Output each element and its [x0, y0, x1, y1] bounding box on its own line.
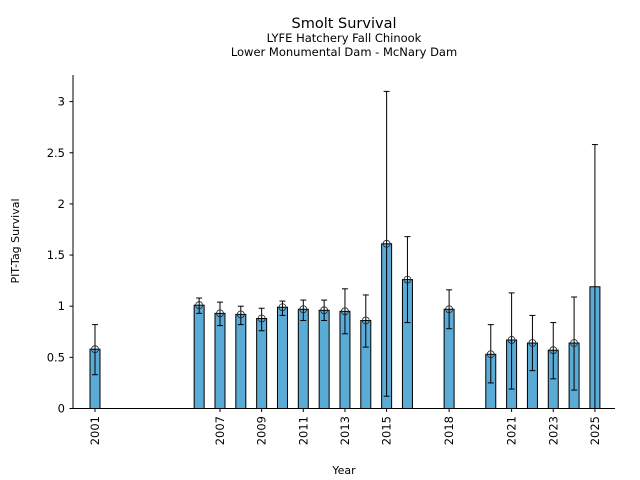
point-marker-2021: [507, 336, 516, 344]
error-bar-2022: [528, 314, 537, 372]
point-marker-2006: [195, 301, 204, 310]
error-bar-2011: [299, 299, 308, 322]
y-tick-label: 2: [58, 197, 65, 211]
chart-title: Smolt Survival: [292, 16, 397, 32]
point-marker-2001: [91, 345, 99, 354]
x-axis-label: Year: [331, 464, 356, 477]
y-tick-label: 2.5: [47, 146, 65, 160]
error-bar-2006: [195, 297, 204, 314]
error-bar-2013: [341, 288, 349, 335]
point-marker-2023: [549, 346, 558, 355]
point-marker-2016: [403, 275, 412, 284]
error-bar-2007: [216, 301, 224, 327]
x-tick-label: 2021: [505, 416, 519, 445]
point-marker-2013: [341, 307, 349, 316]
error-bar-2021: [507, 292, 516, 390]
y-tick-label: 1: [58, 299, 65, 313]
point-marker-2012: [320, 306, 329, 315]
bar-2011: [297, 308, 309, 410]
bar-2012: [318, 309, 330, 409]
x-tick-label: 2015: [380, 416, 394, 445]
point-marker-2018: [445, 305, 454, 314]
x-tick-label: 2013: [338, 416, 352, 445]
x-tick-label: 2009: [255, 416, 269, 445]
error-bar-2008: [236, 305, 245, 326]
error-bars-group: [91, 90, 598, 409]
y-tick-label: 0.5: [47, 350, 65, 364]
point-marker-2010: [278, 303, 287, 312]
chart-subtitle-1: LYFE Hatchery Fall Chinook: [267, 31, 422, 45]
error-bar-2012: [320, 299, 329, 322]
bar-2008: [235, 313, 247, 409]
point-marker-2022: [528, 339, 537, 347]
error-bar-2024: [570, 296, 578, 391]
error-bar-2014: [361, 294, 370, 348]
point-marker-2007: [216, 309, 224, 318]
chart-subtitle-2: Lower Monumental Dam - McNary Dam: [231, 45, 457, 59]
error-bar-2023: [549, 322, 558, 380]
error-bar-2015: [382, 90, 391, 397]
y-ticks-group: 0 0.5 1 1.5 2 2.5 3: [47, 95, 73, 416]
x-tick-label: 2018: [442, 416, 456, 445]
x-tick-label: 2007: [213, 416, 227, 445]
x-tick-label: 2025: [588, 416, 602, 445]
y-tick-label: 0: [58, 402, 65, 416]
x-tick-label: 2001: [88, 416, 102, 445]
x-tick-label: 2023: [546, 416, 560, 445]
error-bar-2010: [278, 300, 287, 316]
y-tick-label: 1.5: [47, 248, 65, 262]
bar-2007: [214, 312, 226, 409]
point-marker-2015: [382, 239, 391, 248]
error-bar-2020: [486, 324, 495, 384]
error-bar-2018: [445, 289, 454, 330]
point-marker-2011: [299, 305, 308, 314]
point-marker-2009: [257, 314, 266, 323]
point-marker-2008: [236, 310, 245, 319]
point-marker-2024: [570, 339, 578, 347]
error-bar-2009: [257, 307, 266, 332]
error-bar-2016: [403, 236, 412, 324]
x-tick-label: 2011: [296, 416, 310, 445]
x-ticks-group: 2001 2007 2009 2011 2013 2015 2018 2021 2023 2025: [88, 408, 602, 445]
error-bar-2001: [91, 324, 99, 376]
y-tick-label: 3: [58, 95, 65, 109]
bar-2006: [193, 304, 205, 409]
y-axis-label: PIT-Tag Survival: [9, 198, 22, 283]
point-marker-2014: [361, 316, 370, 325]
bar-2009: [256, 317, 268, 410]
bar-2010: [276, 306, 288, 409]
point-marker-2020: [486, 350, 495, 359]
